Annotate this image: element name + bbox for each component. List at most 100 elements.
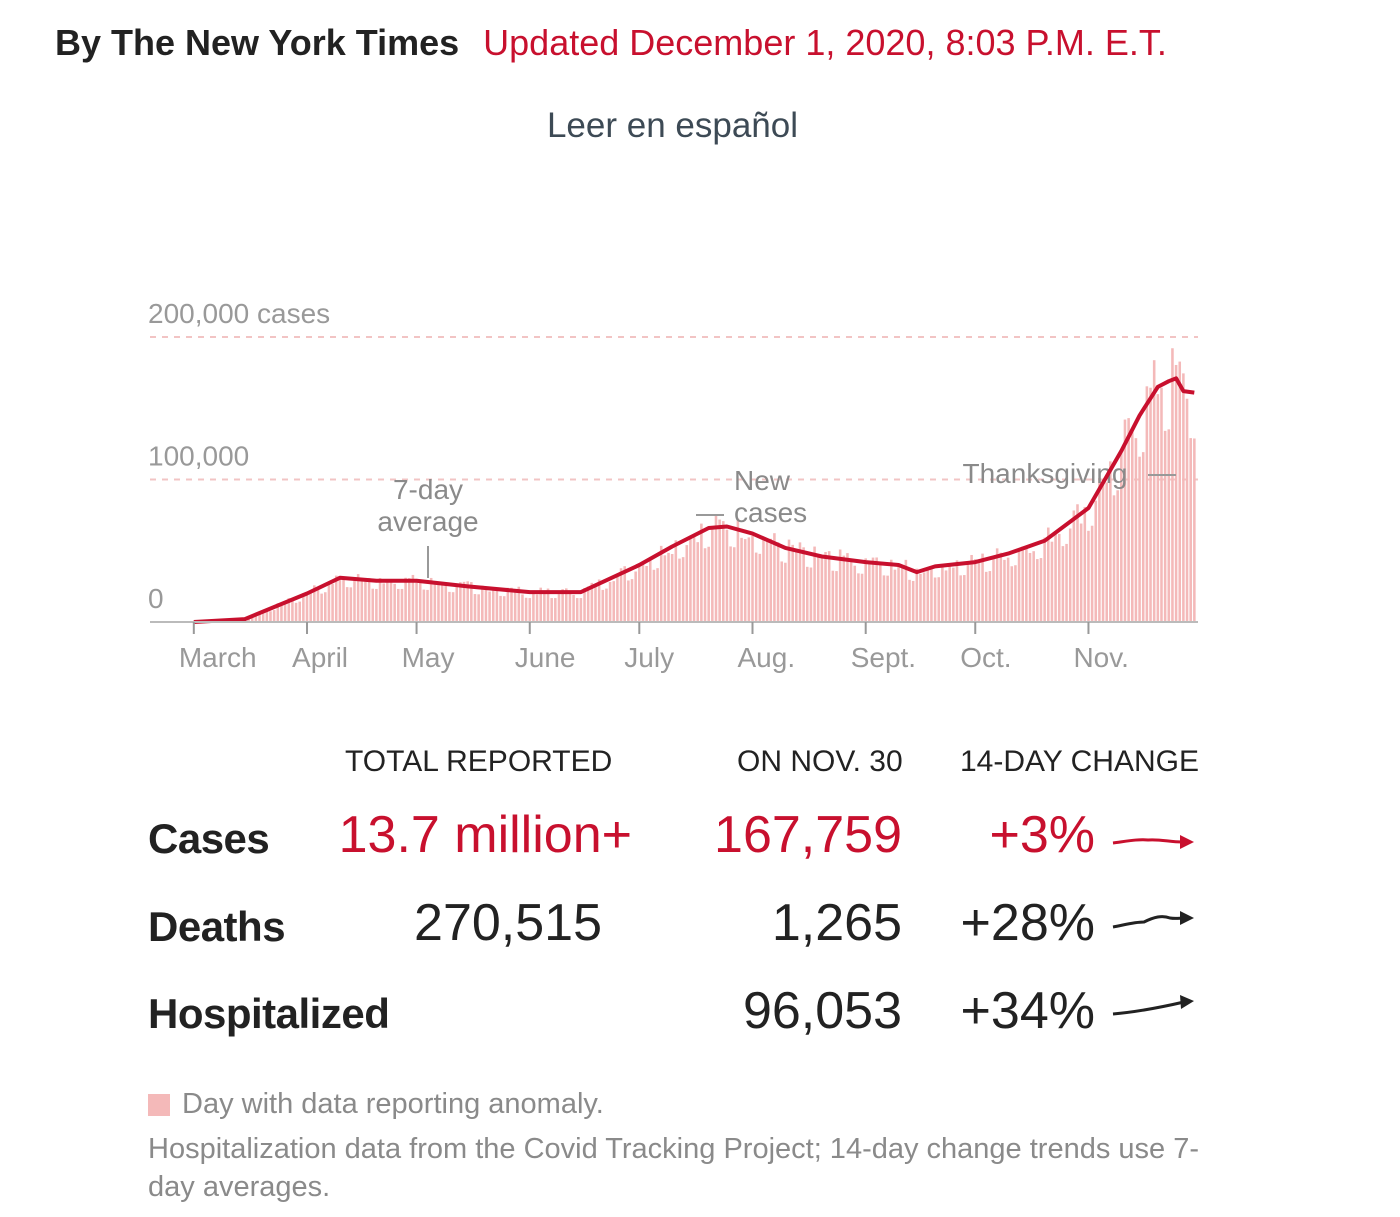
deaths-label: Deaths [148, 903, 286, 950]
daily-bar [711, 529, 714, 622]
cases-label: Cases [148, 815, 270, 862]
x-tick-label: Aug. [738, 642, 796, 673]
daily-bar [524, 597, 528, 622]
daily-bar [780, 561, 783, 622]
daily-bar [393, 583, 396, 622]
daily-bar [842, 555, 846, 622]
daily-bar [1145, 386, 1149, 622]
y-tick-label: 200,000 cases [148, 298, 330, 329]
daily-bar [933, 577, 937, 622]
daily-bar [1163, 430, 1167, 622]
daily-bar [484, 586, 488, 622]
daily-bar [659, 545, 663, 622]
daily-bar [835, 571, 838, 622]
daily-bar [265, 610, 269, 622]
daily-bar [714, 514, 718, 622]
daily-bar [407, 578, 411, 622]
daily-bar [868, 562, 871, 622]
daily-bar [791, 544, 794, 622]
daily-bar [276, 603, 280, 622]
daily-bar [638, 566, 641, 622]
daily-bar [291, 600, 294, 622]
daily-bar [575, 598, 579, 622]
daily-bar [729, 546, 732, 622]
daily-bar [451, 592, 455, 622]
daily-bar [250, 615, 254, 622]
daily-bar [583, 588, 586, 622]
daily-bar [309, 593, 312, 622]
daily-bar [502, 596, 506, 622]
daily-bar [1090, 525, 1094, 622]
daily-bar [437, 582, 440, 622]
daily-bar [1193, 438, 1196, 622]
daily-bar [1057, 533, 1061, 622]
daily-bar [773, 533, 776, 622]
daily-bar [280, 605, 283, 622]
daily-bar [1047, 527, 1050, 622]
x-tick-label: June [515, 642, 576, 673]
daily-bar [802, 547, 805, 622]
y-tick-label: 0 [148, 583, 164, 614]
daily-bar [681, 557, 685, 622]
chart-annotation: 7-day [393, 474, 463, 505]
daily-bar [1072, 510, 1076, 622]
daily-bar [911, 580, 915, 622]
daily-bar [466, 581, 469, 622]
daily-bar [1087, 530, 1090, 622]
daily-bar [539, 587, 542, 622]
daily-bar [597, 579, 601, 622]
updated-timestamp: Updated December 1, 2020, 8:03 P.M. E.T. [483, 22, 1167, 63]
spanish-link[interactable]: Leer en español [546, 106, 799, 145]
daily-bar [440, 584, 444, 622]
daily-bar [415, 581, 418, 622]
daily-bar [787, 539, 791, 622]
daily-bar [1021, 546, 1025, 622]
daily-bar [806, 566, 809, 622]
daily-bar [889, 559, 893, 622]
seven-day-average-line [193, 376, 1195, 624]
daily-bar [568, 593, 572, 622]
daily-bar [696, 542, 700, 622]
byline-author: By The New York Times [55, 22, 460, 63]
daily-bar [1174, 364, 1178, 622]
daily-bar [634, 571, 637, 622]
daily-bar [882, 575, 886, 622]
daily-bar [692, 535, 696, 622]
daily-bar [506, 587, 510, 622]
daily-bar [1025, 548, 1028, 622]
x-tick-label: Sept. [851, 642, 916, 673]
daily-bar [499, 595, 502, 622]
daily-bar [1130, 429, 1134, 622]
daily-bar [491, 589, 495, 622]
daily-bar [601, 589, 605, 622]
daily-bar [959, 575, 962, 622]
daily-bar [813, 546, 816, 622]
daily-bar [320, 593, 323, 622]
daily-bar [879, 561, 882, 622]
daily-bar [952, 567, 955, 622]
daily-bar [305, 594, 309, 622]
daily-bar [627, 580, 630, 622]
daily-bar [1101, 479, 1105, 622]
daily-bar [477, 594, 480, 622]
daily-bar [528, 598, 532, 622]
daily-bar [462, 581, 466, 622]
daily-bar [857, 573, 860, 622]
daily-bar [334, 575, 338, 622]
cases-change: +3% [989, 806, 1095, 864]
daily-bar [272, 610, 276, 622]
daily-bar [1109, 461, 1112, 622]
x-tick-label: March [179, 642, 257, 673]
daily-bar [1112, 495, 1116, 622]
daily-bar [849, 559, 853, 622]
daily-bar [732, 547, 736, 622]
daily-bar [433, 582, 437, 622]
daily-bar [521, 594, 524, 622]
daily-bar [1189, 438, 1192, 622]
daily-bar [283, 602, 287, 622]
deaths-change: +28% [960, 894, 1095, 952]
header-on-date: ON NOV. 30 [737, 745, 903, 778]
daily-bar [1054, 532, 1057, 622]
daily-bar [966, 564, 970, 622]
daily-bar [1138, 456, 1141, 622]
